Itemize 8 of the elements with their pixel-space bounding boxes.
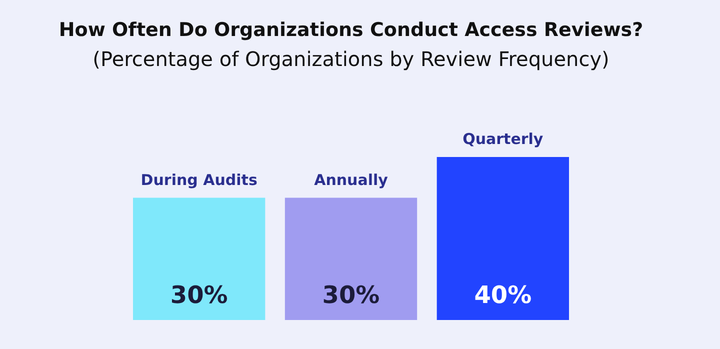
x-tick-label: During Audits [140, 170, 258, 189]
data-label: 30% [322, 281, 380, 309]
data-label: 40% [474, 281, 532, 309]
chart-subtitle: (Percentage of Organizations by Review Frequency) [92, 47, 610, 71]
chart-title: How Often Do Organizations Conduct Access Reviews? [58, 19, 644, 41]
x-tick-label: Annually [314, 170, 388, 189]
x-tick-label: Quarterly [462, 130, 544, 148]
data-label: 30% [170, 281, 228, 309]
